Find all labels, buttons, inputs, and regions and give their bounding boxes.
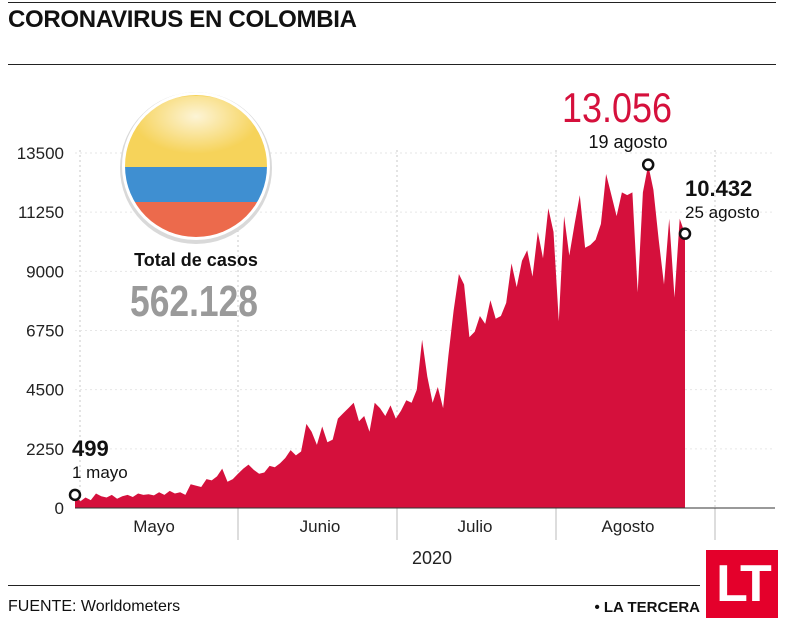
title-rule-bottom xyxy=(8,64,776,65)
page-title: CORONAVIRUS EN COLOMBIA xyxy=(8,6,357,33)
annotation-marker-start xyxy=(68,488,82,502)
y-tick-labels: 0 2250 4500 6750 9000 11250 13500 xyxy=(17,144,64,518)
annotation-value-start: 499 xyxy=(72,436,109,461)
annotation-date-end: 25 agosto xyxy=(685,203,760,222)
annotation-value-end: 10.432 xyxy=(685,176,752,201)
total-cases-value: 562.128 xyxy=(130,277,258,326)
colombia-flag-icon xyxy=(120,92,272,244)
x-tick-label: Mayo xyxy=(133,517,175,536)
y-tick-label: 9000 xyxy=(26,262,64,281)
total-cases-label: Total de casos xyxy=(134,250,258,270)
x-tick-label: Julio xyxy=(458,517,493,536)
source-note: FUENTE: Worldometers xyxy=(8,598,181,615)
annotation-date-peak: 19 agosto xyxy=(588,132,667,152)
annotation-date-start: 1 mayo xyxy=(72,463,128,482)
title-rule-top xyxy=(8,2,776,3)
y-tick-label: 13500 xyxy=(17,144,64,163)
month-ticks xyxy=(237,508,716,540)
annotation-marker-peak xyxy=(641,158,655,171)
x-tick-labels: Mayo Junio Julio Agosto xyxy=(133,517,654,536)
cases-area xyxy=(75,164,685,508)
y-tick-label: 4500 xyxy=(26,381,64,400)
y-tick-label: 11250 xyxy=(18,203,64,222)
x-axis-label: 2020 xyxy=(412,548,452,568)
cases-area-chart: 0 2250 4500 6750 9000 11250 13500 Mayo Junio Jul… xyxy=(17,84,775,568)
y-tick-label: 6750 xyxy=(26,322,64,341)
x-tick-label: Junio xyxy=(300,517,341,536)
annotation-marker-end xyxy=(678,227,692,240)
x-tick-label: Agosto xyxy=(602,517,655,536)
footer-rule xyxy=(8,585,700,586)
la-tercera-logo: LT xyxy=(706,550,778,618)
y-tick-label: 2250 xyxy=(26,440,64,459)
brand-name: • LA TERCERA xyxy=(594,599,700,616)
y-tick-label: 0 xyxy=(55,499,64,518)
annotation-value-peak: 13.056 xyxy=(562,84,672,131)
